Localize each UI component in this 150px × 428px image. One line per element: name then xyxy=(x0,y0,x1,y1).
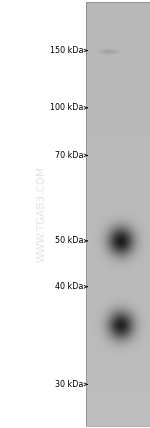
Text: 40 kDa: 40 kDa xyxy=(55,282,83,291)
Bar xyxy=(86,2,150,426)
Text: 70 kDa: 70 kDa xyxy=(55,151,83,160)
Text: 150 kDa: 150 kDa xyxy=(50,46,83,55)
Text: WWW.TGAB3.COM: WWW.TGAB3.COM xyxy=(37,166,47,262)
Text: 50 kDa: 50 kDa xyxy=(55,236,83,246)
Text: 100 kDa: 100 kDa xyxy=(50,103,83,113)
Text: 30 kDa: 30 kDa xyxy=(55,380,83,389)
